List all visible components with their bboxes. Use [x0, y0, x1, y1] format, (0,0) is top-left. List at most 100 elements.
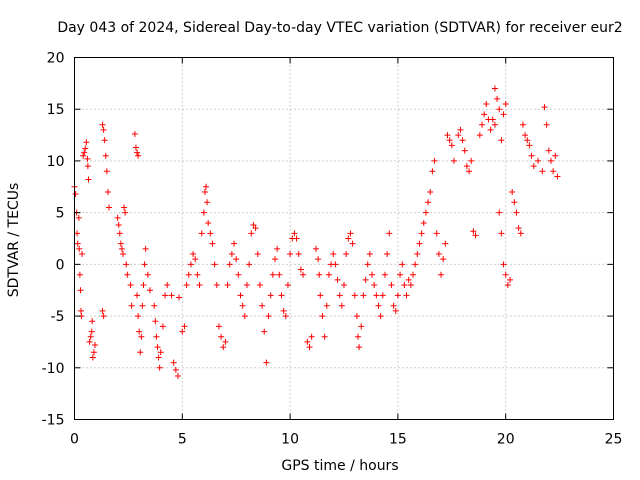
- data-point: [450, 157, 457, 164]
- data-point: [176, 294, 183, 301]
- data-point: [405, 276, 412, 283]
- data-point: [330, 251, 337, 258]
- data-point: [187, 261, 194, 268]
- data-point: [284, 282, 291, 289]
- data-point: [524, 137, 531, 144]
- data-point: [409, 271, 416, 278]
- data-point: [224, 282, 231, 289]
- data-point: [99, 307, 106, 314]
- data-point: [81, 149, 88, 156]
- data-point: [297, 266, 304, 273]
- data-point: [332, 261, 339, 268]
- data-point: [351, 292, 358, 299]
- data-point: [397, 271, 404, 278]
- data-point: [498, 230, 505, 237]
- data-point: [139, 302, 146, 309]
- data-point: [154, 344, 161, 351]
- data-point: [121, 204, 128, 211]
- data-point: [358, 323, 365, 330]
- data-point: [256, 282, 263, 289]
- data-point: [203, 183, 210, 190]
- data-point: [137, 349, 144, 356]
- data-point: [545, 147, 552, 154]
- data-point: [76, 245, 83, 252]
- data-point: [509, 188, 516, 195]
- data-point: [487, 126, 494, 133]
- data-point: [102, 152, 109, 159]
- data-point: [254, 251, 261, 258]
- data-point: [250, 222, 257, 229]
- data-point: [459, 137, 466, 144]
- data-point: [416, 240, 423, 247]
- data-point: [369, 271, 376, 278]
- data-point: [438, 271, 445, 278]
- data-point: [220, 344, 227, 351]
- data-point: [295, 251, 302, 258]
- data-point: [300, 271, 307, 278]
- data-point: [241, 313, 248, 320]
- data-point: [201, 188, 208, 195]
- data-point: [135, 313, 142, 320]
- data-point: [317, 292, 324, 299]
- data-point: [120, 251, 127, 258]
- data-point: [135, 152, 142, 159]
- data-point: [336, 292, 343, 299]
- data-point: [265, 313, 272, 320]
- x-tick-label: 15: [389, 432, 407, 448]
- data-point: [194, 271, 201, 278]
- data-point: [366, 251, 373, 258]
- data-point: [429, 168, 436, 175]
- data-point: [269, 271, 276, 278]
- data-point: [122, 209, 129, 216]
- data-point: [472, 232, 479, 239]
- data-point: [513, 209, 520, 216]
- data-point: [418, 230, 425, 237]
- data-point: [152, 318, 159, 325]
- data-point: [183, 282, 190, 289]
- data-point: [74, 230, 81, 237]
- data-point: [89, 318, 96, 325]
- data-point: [228, 251, 235, 258]
- data-point: [91, 342, 98, 349]
- data-point: [364, 261, 371, 268]
- data-point: [272, 256, 279, 263]
- y-tick-label: -15: [42, 413, 65, 429]
- data-point: [315, 256, 322, 263]
- data-point: [371, 282, 378, 289]
- data-point: [198, 230, 205, 237]
- data-point: [494, 95, 501, 102]
- data-point: [550, 168, 557, 175]
- data-point: [248, 230, 255, 237]
- data-point: [353, 313, 360, 320]
- data-point: [118, 245, 125, 252]
- data-point: [312, 245, 319, 252]
- data-series: [71, 85, 561, 380]
- data-point: [235, 271, 242, 278]
- data-point: [500, 111, 507, 118]
- data-point: [461, 147, 468, 154]
- data-point: [77, 307, 84, 314]
- data-point: [103, 168, 110, 175]
- data-point: [425, 199, 432, 206]
- data-point: [316, 271, 323, 278]
- data-point: [200, 209, 207, 216]
- data-point: [131, 131, 138, 138]
- data-point: [403, 292, 410, 299]
- y-tick-label: 0: [56, 257, 65, 273]
- y-tick-label: 15: [47, 102, 65, 118]
- data-point: [440, 256, 447, 263]
- data-point: [128, 302, 135, 309]
- data-point: [435, 251, 442, 258]
- data-point: [101, 137, 108, 144]
- data-point: [155, 354, 162, 361]
- data-point: [390, 302, 397, 309]
- data-point: [105, 204, 112, 211]
- data-point: [543, 121, 550, 128]
- data-point: [356, 344, 363, 351]
- data-point: [77, 287, 84, 294]
- data-point: [190, 251, 197, 258]
- data-point: [115, 222, 122, 229]
- data-point: [347, 230, 354, 237]
- data-point: [431, 157, 438, 164]
- data-point: [319, 313, 326, 320]
